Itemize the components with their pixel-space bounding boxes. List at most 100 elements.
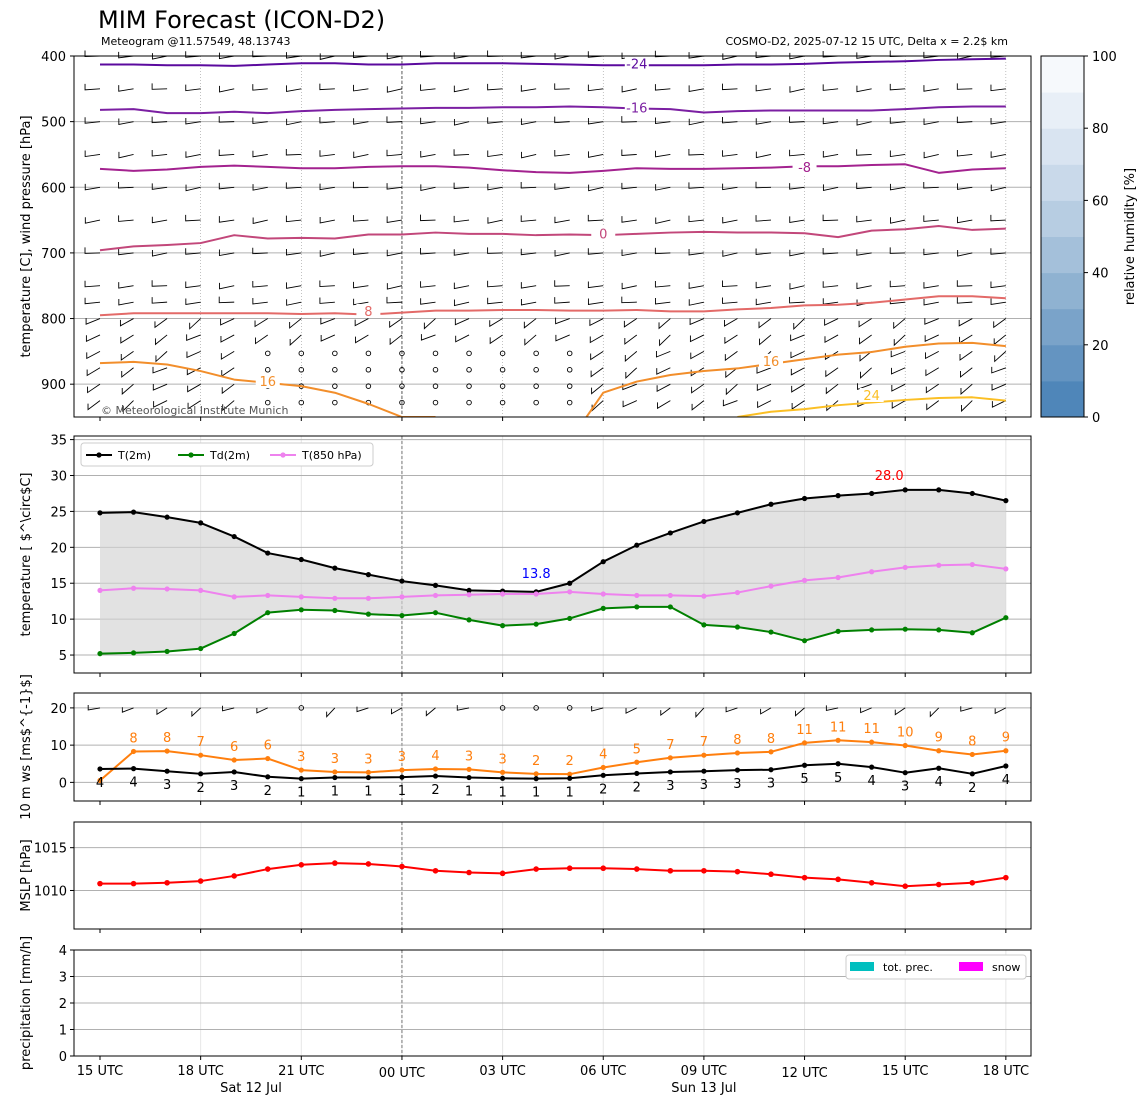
data-point (936, 562, 942, 568)
wind-barb (688, 52, 704, 59)
data-point (97, 587, 103, 594)
y-tick-label: 1 (59, 1024, 67, 1039)
data-point (298, 556, 304, 563)
calm-wind-marker (466, 399, 472, 406)
wind-barb (319, 116, 335, 124)
gust-value-label: 11 (830, 720, 847, 735)
contour-label: 16 (763, 355, 780, 370)
wind-barb (84, 280, 101, 288)
wind-barb (822, 298, 839, 305)
data-point (566, 865, 573, 872)
wind-barb (655, 217, 671, 225)
contour-label: 24 (863, 389, 880, 404)
wind-barb (151, 216, 168, 224)
wind-barb (355, 334, 369, 344)
data-point (332, 565, 338, 571)
legend: tot. prec. snow (845, 954, 1027, 980)
calm-wind-marker (332, 350, 338, 357)
calm-wind-marker (533, 367, 539, 373)
wind-barb (959, 350, 973, 361)
wind-barb (487, 217, 503, 224)
wind-barb (755, 215, 772, 222)
wind-barb (118, 215, 134, 222)
gust-value-label: 7 (666, 738, 674, 753)
wind-barb (654, 247, 671, 255)
wind-barb (219, 282, 235, 290)
panel-temperature: 5 10 15 20 25 30 35 temperature [ $^\circ$C] 28.… (19, 434, 1032, 677)
wind-barb (389, 318, 403, 329)
mean-wind-value-label: 4 (935, 775, 943, 790)
wind-barb (860, 707, 872, 714)
wind-barb (154, 318, 168, 329)
wind-barb (658, 318, 671, 330)
wind-barb (118, 118, 134, 126)
data-point (734, 510, 741, 516)
data-point (634, 592, 640, 599)
mean-wind-value-label: 1 (297, 786, 305, 801)
data-point (969, 561, 975, 568)
wind-barb (256, 707, 268, 714)
wind-barb (822, 117, 839, 125)
mean-wind-value-label: 1 (532, 786, 540, 801)
wind-barb (725, 367, 738, 379)
wind-barb (994, 351, 1007, 363)
gust-value-label: 3 (398, 750, 406, 765)
wind-barb (923, 298, 939, 306)
gust-value-label: 7 (197, 735, 205, 750)
series-T(2m) (99, 488, 1007, 593)
wind-barb (621, 249, 637, 257)
wind-barb (755, 248, 772, 255)
wind-barb (218, 116, 235, 123)
data-point (432, 592, 439, 599)
data-point (768, 767, 774, 773)
wind-barb (789, 52, 805, 60)
data-point (198, 771, 204, 777)
wind-barb (185, 214, 201, 222)
wind-barb (856, 149, 872, 156)
wind-barb (722, 399, 738, 407)
wind-barb (923, 182, 939, 189)
data-point (768, 583, 774, 589)
contour-label-bg (624, 56, 649, 71)
wind-barb (386, 183, 403, 190)
wind-barb (118, 298, 134, 306)
wind-barb (487, 297, 503, 305)
x-tick-label: 21 UTC (278, 1064, 324, 1079)
wind-barb (655, 184, 671, 191)
mean-wind-value-label: 3 (666, 779, 674, 794)
data-point (533, 771, 539, 777)
wind-barb (353, 84, 369, 92)
gust-value-label: 11 (863, 722, 880, 737)
wind-barb (857, 383, 872, 390)
data-point (969, 879, 976, 886)
wind-barb (789, 249, 805, 257)
wind-barb (591, 706, 604, 712)
wind-barb (118, 51, 134, 59)
wind-barb (285, 182, 302, 189)
wind-barb (624, 334, 638, 345)
contour-label: -24 (626, 58, 647, 73)
wind-barb (923, 215, 939, 222)
wind-barb (118, 151, 134, 159)
data-point (936, 487, 942, 493)
wind-barb (285, 148, 302, 156)
calm-wind-marker (432, 350, 439, 357)
wind-barb (453, 215, 470, 223)
series-mslp (100, 862, 1007, 888)
wind-barb (319, 183, 335, 191)
wind-barb (822, 151, 839, 158)
wind-barb (319, 297, 335, 304)
mean-wind-value-label: 3 (733, 777, 741, 792)
data-point (701, 518, 707, 525)
data-point (768, 871, 774, 878)
wind-barb (420, 334, 436, 341)
wind-barb (320, 334, 336, 342)
wind-barb (689, 318, 705, 326)
wind-barb (824, 350, 839, 361)
wind-barb (120, 350, 134, 361)
data-point (499, 870, 506, 877)
wind-barb (891, 383, 906, 392)
data-point (768, 749, 774, 755)
panel-precipitation: 0 1 2 3 4 precipitation [mm/h] tot. prec. snow (19, 936, 1032, 1070)
wind-barb (453, 119, 470, 126)
